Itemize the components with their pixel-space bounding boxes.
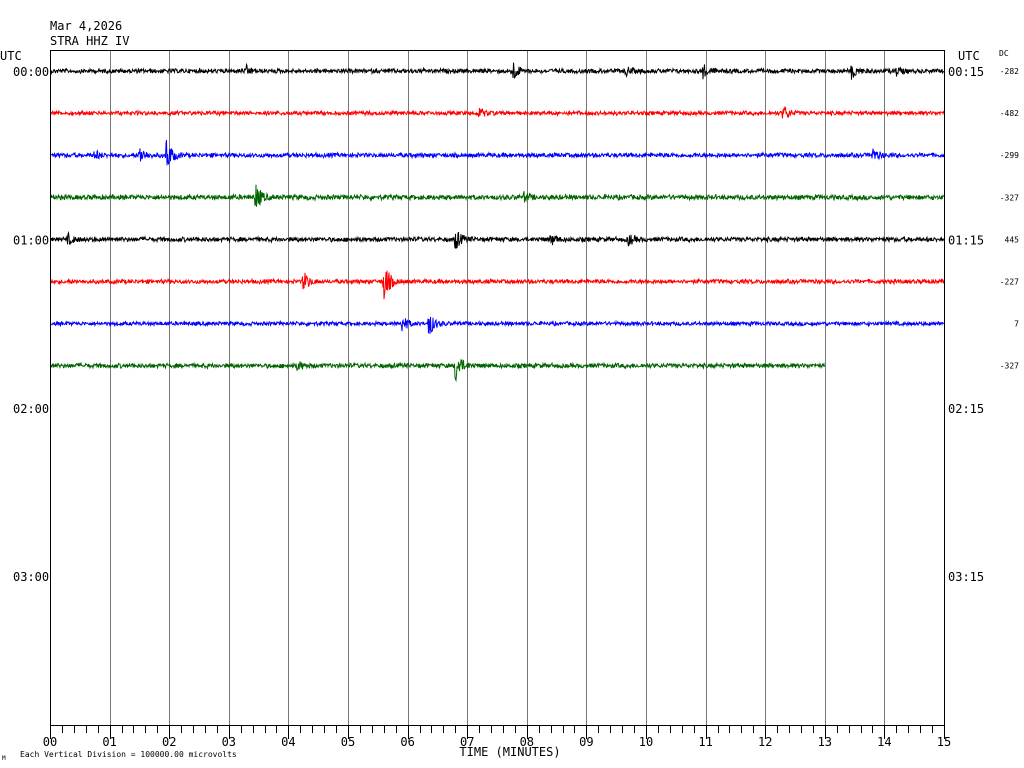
left-time-label: 02:00 <box>13 402 49 416</box>
trace-dc-value: -327 <box>1000 362 1019 371</box>
scale-note: Each Vertical Division = 100000.00 micro… <box>20 750 237 759</box>
right-time-label: 01:15 <box>948 233 984 247</box>
trace-dc-value: 445 <box>1005 235 1020 244</box>
x-tick-label: 06 <box>400 735 414 749</box>
x-tick-label: 02 <box>162 735 176 749</box>
x-tick-label: 08 <box>520 735 534 749</box>
label-layer: 00:00 01:00 02:00 03:00 00:15 01:15 02:15 03:15… <box>13 65 1019 584</box>
x-axis-title: TIME (MINUTES) <box>459 745 560 759</box>
x-tick-label: 03 <box>222 735 236 749</box>
left-time-label: 03:00 <box>13 570 49 584</box>
x-tick-label: 04 <box>281 735 295 749</box>
right-time-label: 03:15 <box>948 570 984 584</box>
x-tick-label: 09 <box>579 735 593 749</box>
station-label: STRA HHZ IV <box>50 34 130 48</box>
right-time-label: 02:15 <box>948 402 984 416</box>
x-tick-label: 01 <box>102 735 116 749</box>
date-label: Mar 4,2026 <box>50 19 123 33</box>
corner-mark: M <box>2 755 6 762</box>
trace-dc-value: -327 <box>1000 193 1019 202</box>
x-tick-label: 05 <box>341 735 355 749</box>
right-time-label: 00:15 <box>948 65 984 79</box>
trace-line <box>50 62 945 80</box>
trace-dc-value: 7 <box>1014 320 1019 329</box>
x-tick-label: 13 <box>818 735 832 749</box>
x-tick-label: 10 <box>639 735 653 749</box>
x-tick-label: 14 <box>877 735 891 749</box>
trace-line <box>50 270 945 300</box>
left-time-label: 01:00 <box>13 233 49 247</box>
trace-dc-value: -227 <box>1000 278 1019 287</box>
x-tick-label: 15 <box>937 735 951 749</box>
x-tick-label: 00 <box>43 735 57 749</box>
dc-label: DC <box>999 49 1009 58</box>
x-tick-label: 12 <box>758 735 772 749</box>
trace-line <box>50 139 945 166</box>
utc-right-label: UTC <box>958 49 980 63</box>
trace-dc-value: -299 <box>1000 151 1019 160</box>
x-axis: 00 01 02 03 04 05 06 07 08 09 10 11 12 13 14 15 <box>43 725 951 749</box>
trace-line <box>50 184 945 207</box>
x-tick-label: 07 <box>460 735 474 749</box>
trace-line <box>50 316 945 334</box>
trace-line <box>50 358 825 383</box>
trace-layer <box>50 62 945 383</box>
trace-line <box>50 106 945 119</box>
left-time-label: 00:00 <box>13 65 49 79</box>
trace-dc-value: -482 <box>1000 109 1019 118</box>
trace-dc-value: -282 <box>1000 67 1019 76</box>
trace-line <box>50 230 945 249</box>
grid-lines <box>110 50 885 725</box>
x-tick-label: 11 <box>698 735 712 749</box>
plot-frame <box>50 50 945 726</box>
utc-left-label: UTC <box>0 49 22 63</box>
